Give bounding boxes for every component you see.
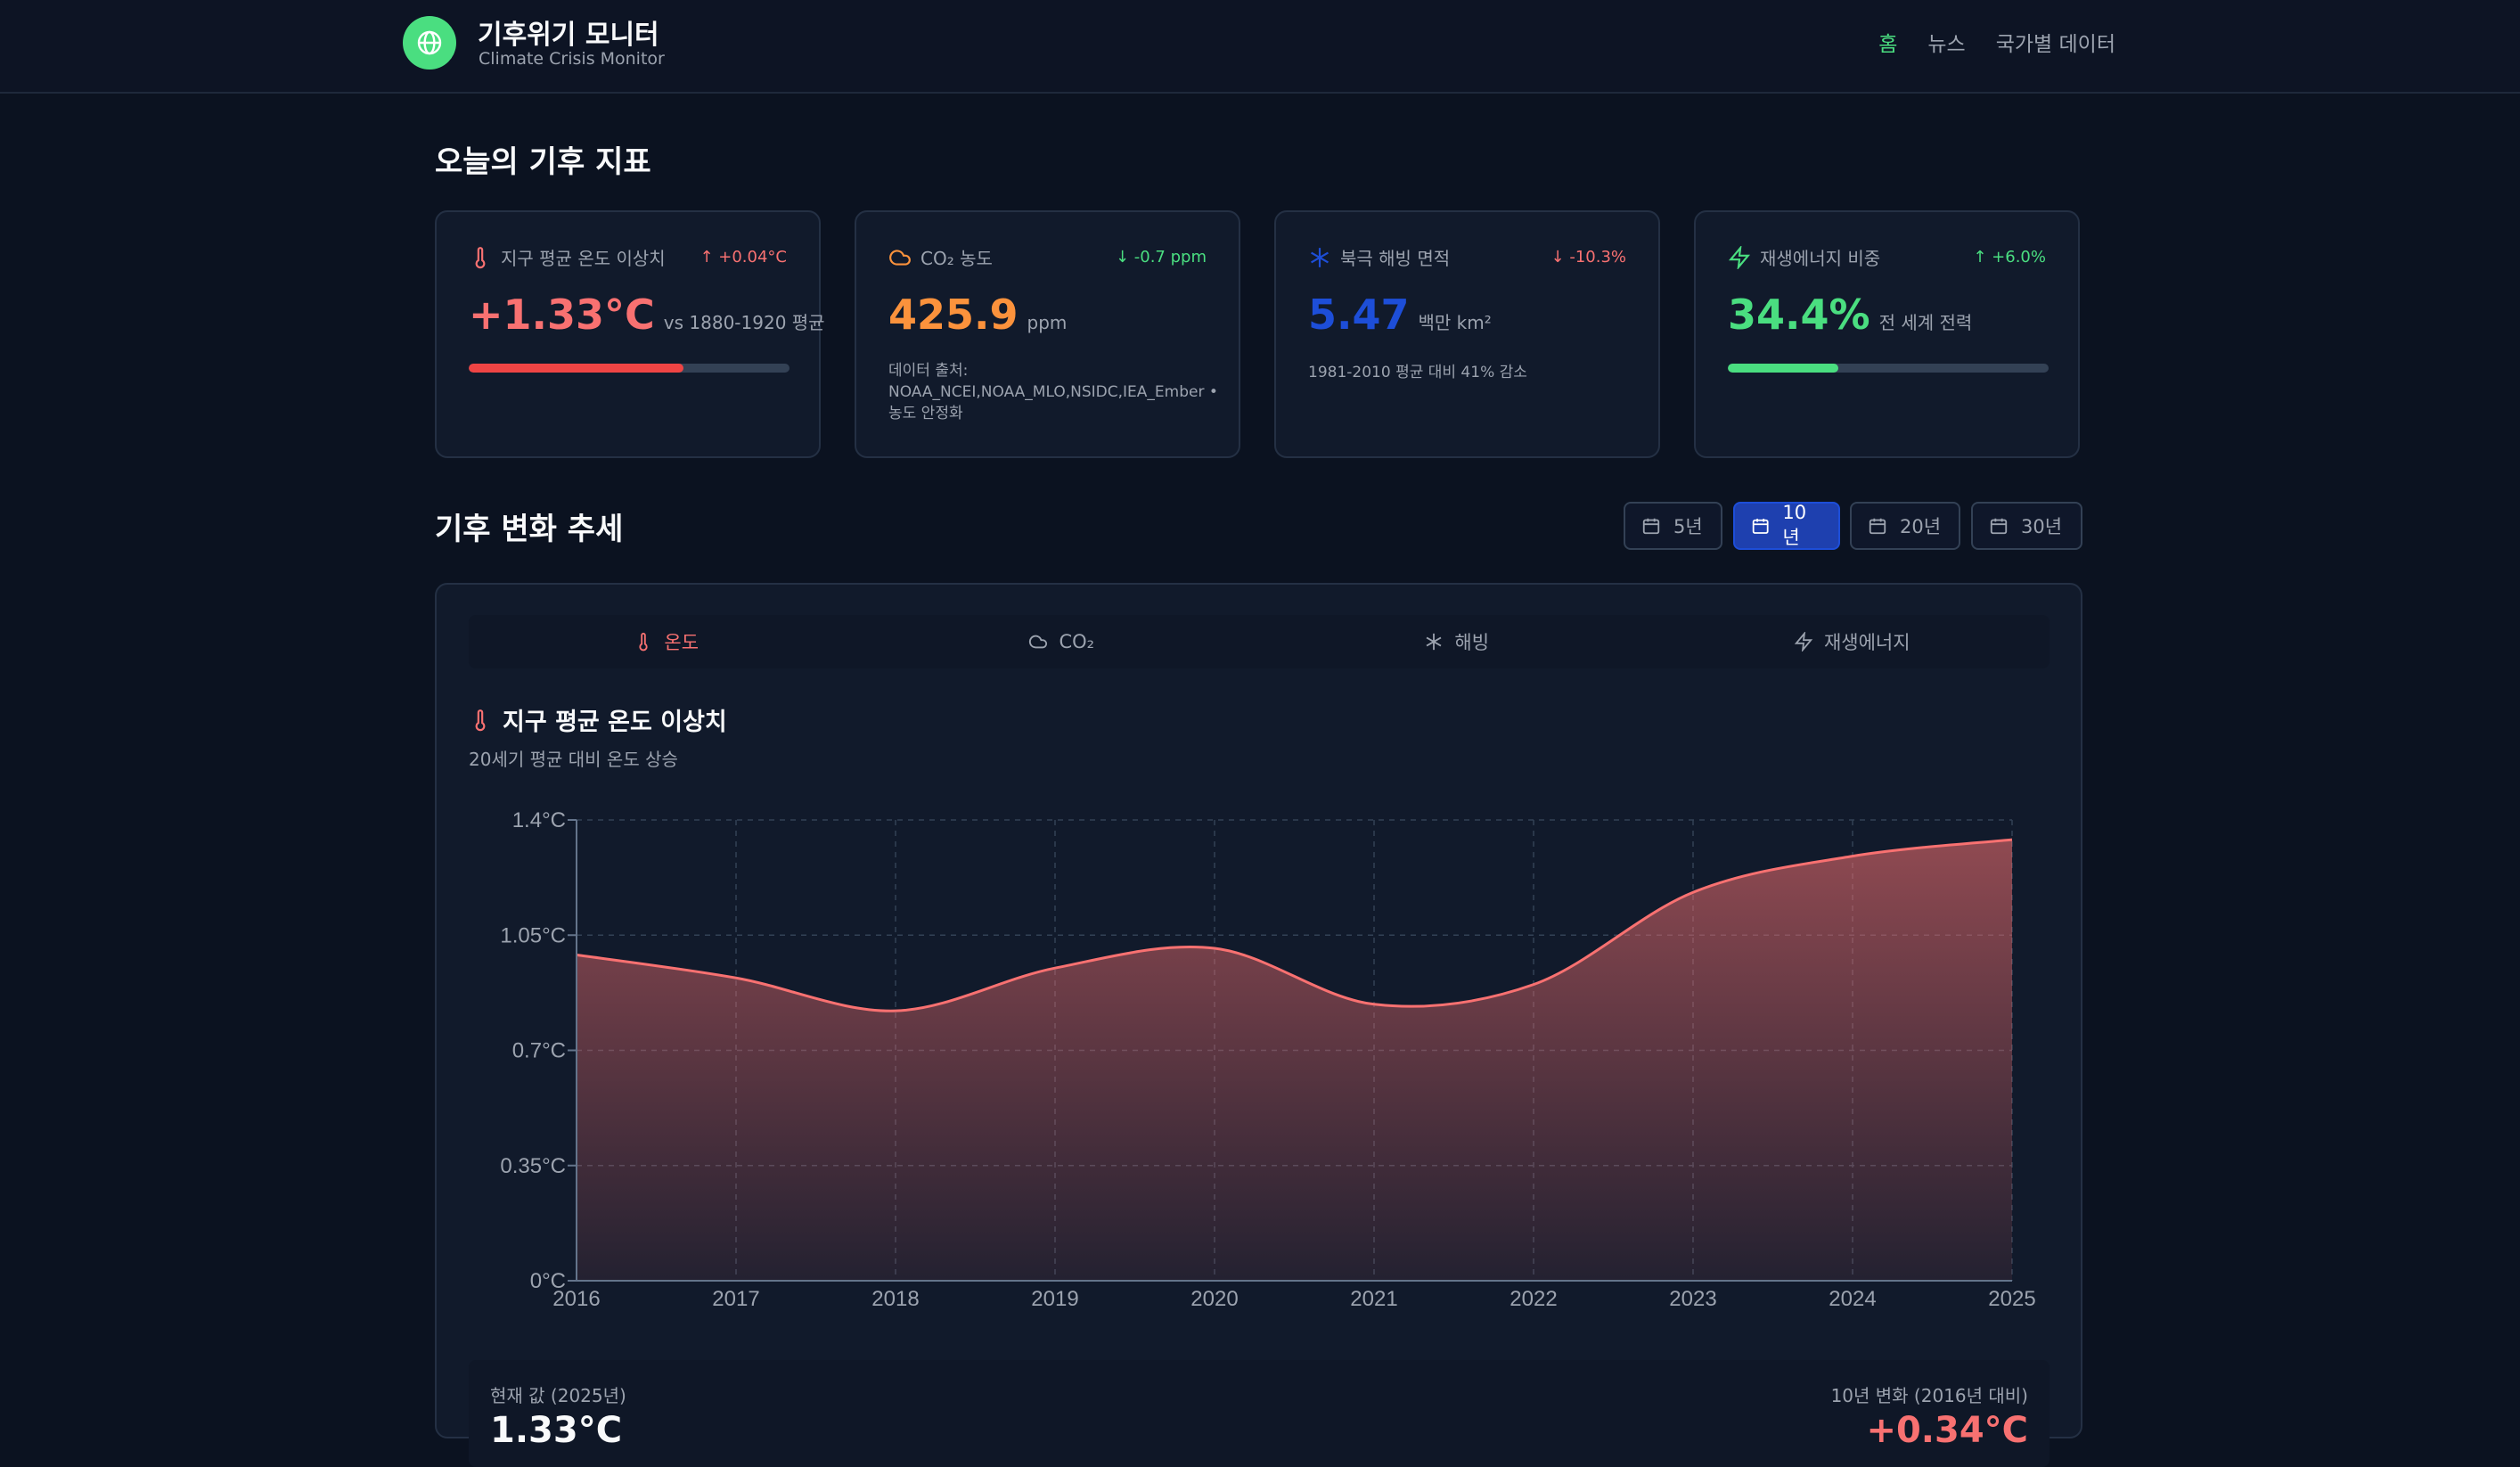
tab-co2[interactable]: CO₂ [864,615,1260,668]
nav-home[interactable]: 홈 [1878,33,1898,56]
x-tick-label: 2024 [1829,1287,1876,1311]
snowflake-icon [1426,633,1442,651]
progress-bar [1728,364,2049,373]
trend-chart-panel: 온도 CO₂ 해빙 재생에너지 지구 평균 온도 이상치 20세기 평균 대비 … [435,583,2082,1467]
calendar-icon [1990,518,2008,535]
value-text: 5.47 [1308,291,1410,339]
temperature-area-chart: 0°C 0.35°C 0.7°C 1.05°C 1.4°C 2016 2017 2018 201… [500,808,2035,1311]
card-label: 지구 평균 온도 이상치 [501,248,666,269]
value-text: 34.4% [1728,291,1870,339]
change-badge: ↑ +0.04°C [700,248,787,266]
globe-logo-icon[interactable] [403,16,456,70]
snowflake-icon [1311,247,1329,267]
range-label: 10년 [1782,502,1807,548]
x-tick-label: 2021 [1350,1287,1397,1311]
thermometer-icon [475,709,486,731]
calendar-icon [1869,518,1886,535]
lightning-icon [1794,632,1813,652]
card-unit: 백만 km² [1418,312,1492,333]
x-tick-label: 2020 [1190,1287,1238,1311]
chart-title: 지구 평균 온도 이상치 [503,709,727,736]
card-value: 425.9 ppm [888,291,1067,339]
card-unit: vs 1880-1920 평균 [663,312,825,333]
indicators-section-title: 오늘의 기후 지표 [435,144,651,180]
temperature-card: 지구 평균 온도 이상치 ↑ +0.04°C +1.33°C vs 1880-19… [435,210,825,458]
app-title: 기후위기 모니터 [478,20,659,51]
range-10y-button[interactable]: 10년 [1733,502,1840,550]
y-tick-label: 1.4°C [512,808,566,832]
range-label: 20년 [1900,516,1942,537]
tab-temperature[interactable]: 온도 [469,615,864,668]
area-fill [577,840,2012,1281]
card-label: 북극 해빙 면적 [1340,248,1451,269]
sea-ice-card: 북극 해빙 면적 ↓ -10.3% 5.47 백만 km² 1981-2010 평… [1274,210,1660,458]
progress-fill [469,364,684,373]
tab-label: CO₂ [1059,631,1095,652]
data-source-note: 데이터 출처: NOAA_NCEI,NOAA_MLO,NSIDC,IEA_Emb… [888,362,1218,422]
tab-sea-ice[interactable]: 해빙 [1259,615,1655,668]
app-subtitle: Climate Crisis Monitor [479,49,665,69]
y-tick-label: 0.35°C [500,1154,566,1178]
range-label: 5년 [1673,516,1703,537]
thermometer-icon [475,246,486,268]
nav-news[interactable]: 뉴스 [1927,33,1966,56]
trends-section-title: 기후 변화 추세 [435,512,624,547]
main-nav: 홈 뉴스 국가별 데이터 [1878,27,2115,57]
lightning-icon [1728,245,1751,269]
tab-label: 재생에너지 [1823,632,1910,653]
card-value: +1.33°C vs 1880-1920 평균 [469,291,825,339]
summary-stats: 현재 값 (2025년) 1.33°C 10년 변화 (2016년 대비) +0… [469,1360,2050,1467]
x-tick-label: 2016 [552,1287,600,1311]
range-30y-button[interactable]: 30년 [1971,502,2082,550]
current-value-label: 현재 값 (2025년) [490,1385,626,1406]
metric-tabs: 온도 CO₂ 해빙 재생에너지 [469,615,2050,668]
card-label: 재생에너지 비중 [1760,248,1881,269]
thermometer-icon [639,632,648,652]
y-tick-label: 0°C [530,1269,566,1293]
change-badge: ↑ +6.0% [1973,248,2046,266]
temperature-line [576,838,2013,1012]
x-tick-label: 2019 [1031,1287,1078,1311]
x-tick-label: 2022 [1510,1287,1557,1311]
tab-renewable[interactable]: 재생에너지 [1655,615,2050,668]
calendar-icon [1752,518,1769,534]
change-badge: ↓ -0.7 ppm [1115,248,1207,266]
y-tick-label: 0.7°C [512,1039,566,1063]
card-value: 34.4% 전 세계 전력 [1728,291,1972,339]
change-value: +0.34°C [1866,1410,2028,1451]
value-text: 425.9 [888,291,1019,339]
cloud-icon [889,249,911,266]
range-20y-button[interactable]: 20년 [1850,502,1960,550]
renewable-card: 재생에너지 비중 ↑ +6.0% 34.4% 전 세계 전력 [1694,210,2080,458]
range-label: 30년 [2021,516,2063,537]
progress-fill [1728,364,1838,373]
card-value: 5.47 백만 km² [1308,291,1492,339]
card-label: CO₂ 농도 [920,248,993,269]
x-tick-label: 2025 [1988,1287,2035,1311]
change-label: 10년 변화 (2016년 대비) [1830,1385,2028,1406]
current-value: 1.33°C [490,1410,623,1451]
range-5y-button[interactable]: 5년 [1624,502,1722,550]
chart-subtitle: 20세기 평균 대비 온도 상승 [469,749,678,770]
co2-card: CO₂ 농도 ↓ -0.7 ppm 425.9 ppm 데이터 출처: NOAA_… [855,210,1240,458]
x-tick-label: 2018 [871,1287,919,1311]
x-tick-label: 2023 [1669,1287,1716,1311]
value-text: +1.33°C [469,291,655,339]
calendar-icon [1642,518,1660,535]
nav-country-data[interactable]: 국가별 데이터 [1995,33,2115,56]
comparison-note: 1981-2010 평균 대비 41% 감소 [1308,364,1527,381]
card-unit: 전 세계 전력 [1878,312,1973,333]
tab-label: 해빙 [1454,632,1490,653]
tab-label: 온도 [664,632,700,653]
top-header: 기후위기 모니터 Climate Crisis Monitor 홈 뉴스 국가별… [0,0,2520,94]
progress-bar [469,364,790,373]
y-tick-label: 1.05°C [500,923,566,947]
cloud-icon [1029,635,1048,649]
card-unit: ppm [1027,312,1068,333]
change-badge: ↓ -10.3% [1550,248,1626,266]
x-tick-label: 2017 [712,1287,759,1311]
